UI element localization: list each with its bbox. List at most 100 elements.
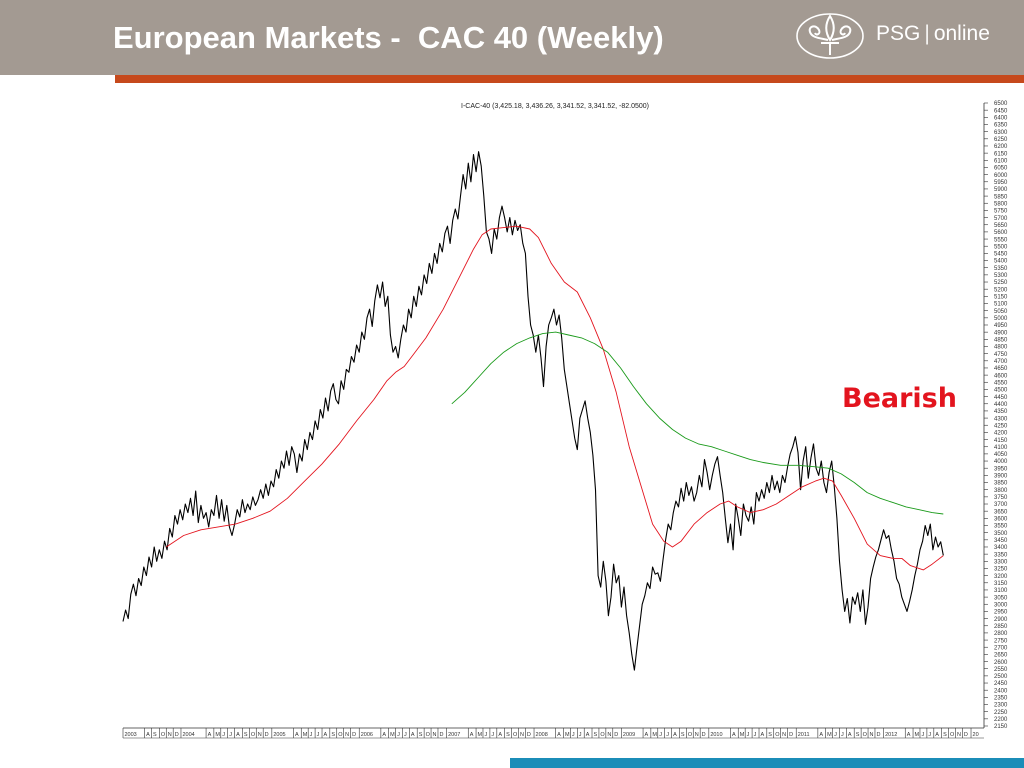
x-tick-label: S: [419, 732, 423, 738]
y-tick-label: 3950: [994, 466, 1008, 472]
x-tick-label: M: [827, 732, 832, 738]
x-tick-label: N: [520, 732, 524, 738]
y-tick-label: 4150: [994, 438, 1008, 444]
x-tick-label: J: [404, 732, 407, 738]
x-tick-label: D: [439, 732, 443, 738]
y-tick-label: 5800: [994, 201, 1008, 207]
series-line-1: [166, 225, 944, 571]
y-tick-label: 5150: [994, 295, 1008, 301]
x-tick-label: S: [768, 732, 772, 738]
y-tick-label: 2650: [994, 653, 1008, 659]
x-tick-label: A: [295, 732, 299, 738]
y-tick-label: 3300: [994, 559, 1008, 565]
y-tick-label: 2700: [994, 645, 1008, 651]
y-tick-label: 2950: [994, 610, 1008, 616]
bearish-annotation: Bearish: [842, 383, 957, 414]
logo-brand: PSG: [876, 22, 921, 45]
x-tick-label: A: [732, 732, 736, 738]
y-tick-label: 6400: [994, 116, 1008, 122]
header-bar: European Markets - CAC 40 (Weekly) PSG | o…: [0, 0, 1024, 75]
x-tick-label: M: [303, 732, 308, 738]
x-tick-label: M: [478, 732, 483, 738]
y-tick-label: 3200: [994, 574, 1008, 580]
bottom-accent-bar: [510, 758, 1024, 768]
x-tick-label: 2006: [361, 732, 373, 738]
y-tick-label: 2450: [994, 681, 1008, 687]
y-tick-label: 2850: [994, 624, 1008, 630]
x-tick-label: S: [856, 732, 860, 738]
x-tick-label: J: [484, 732, 487, 738]
y-tick-label: 3650: [994, 509, 1008, 515]
x-tick-label: D: [876, 732, 880, 738]
x-tick-label: A: [645, 732, 649, 738]
y-tick-label: 6500: [994, 101, 1008, 107]
x-tick-label: J: [491, 732, 494, 738]
y-tick-label: 3700: [994, 502, 1008, 508]
x-tick-label: D: [614, 732, 618, 738]
y-tick-label: 3450: [994, 538, 1008, 544]
chart-title: I-CAC-40 (3,425.18, 3,436.26, 3,341.52, …: [461, 103, 649, 110]
y-tick-label: 5100: [994, 302, 1008, 308]
y-tick-label: 3500: [994, 531, 1008, 537]
y-tick-label: 3800: [994, 488, 1008, 494]
x-tick-label: N: [168, 732, 172, 738]
y-tick-label: 5200: [994, 287, 1008, 293]
x-tick-label: 2003: [125, 732, 137, 738]
y-tick-label: 3850: [994, 481, 1008, 487]
x-tick-label: D: [702, 732, 706, 738]
y-tick-label: 4400: [994, 402, 1008, 408]
x-tick-label: J: [841, 732, 844, 738]
x-tick-label: D: [265, 732, 269, 738]
y-tick-label: 2350: [994, 696, 1008, 702]
x-tick-label: A: [411, 732, 415, 738]
x-tick-label: J: [834, 732, 837, 738]
x-tick-label: D: [175, 732, 179, 738]
series-line-0: [122, 151, 944, 671]
x-tick-label: M: [915, 732, 920, 738]
x-tick-label: J: [579, 732, 582, 738]
y-tick-label: 2150: [994, 724, 1008, 730]
x-tick-label: A: [208, 732, 212, 738]
x-tick-label: O: [426, 732, 431, 738]
y-tick-label: 4550: [994, 380, 1008, 386]
y-tick-label: 6100: [994, 158, 1008, 164]
y-tick-label: 2200: [994, 717, 1008, 723]
y-tick-label: 4000: [994, 459, 1008, 465]
x-tick-label: N: [695, 732, 699, 738]
x-tick-label: 2004: [182, 732, 194, 738]
x-tick-label: S: [506, 732, 510, 738]
x-tick-label: M: [565, 732, 570, 738]
y-tick-label: 2550: [994, 667, 1008, 673]
y-tick-label: 2800: [994, 631, 1008, 637]
x-tick-label: M: [652, 732, 657, 738]
x-tick-label: M: [740, 732, 745, 738]
x-tick-label: A: [324, 732, 328, 738]
x-tick-label: A: [382, 732, 386, 738]
x-tick-label: D: [964, 732, 968, 738]
x-tick-label: A: [498, 732, 502, 738]
x-tick-label: J: [572, 732, 575, 738]
y-tick-label: 3250: [994, 567, 1008, 573]
y-tick-label: 5600: [994, 230, 1008, 236]
y-tick-label: 3000: [994, 602, 1008, 608]
x-tick-label: M: [215, 732, 220, 738]
x-tick-label: N: [957, 732, 961, 738]
y-tick-label: 4450: [994, 395, 1008, 401]
x-tick-label: A: [146, 732, 150, 738]
y-tick-label: 4650: [994, 366, 1008, 372]
x-tick-label: J: [310, 732, 313, 738]
x-tick-label: J: [222, 732, 225, 738]
y-tick-label: 3750: [994, 495, 1008, 501]
x-tick-label: J: [921, 732, 924, 738]
x-tick-label: O: [863, 732, 868, 738]
series-line-2: [451, 331, 944, 515]
x-tick-label: N: [345, 732, 349, 738]
y-tick-label: 5450: [994, 252, 1008, 258]
y-tick-label: 6000: [994, 173, 1008, 179]
x-tick-label: 2011: [798, 732, 810, 738]
y-tick-label: 3550: [994, 524, 1008, 530]
y-tick-label: 4250: [994, 423, 1008, 429]
y-tick-label: 6200: [994, 144, 1008, 150]
y-tick-label: 4800: [994, 345, 1008, 351]
